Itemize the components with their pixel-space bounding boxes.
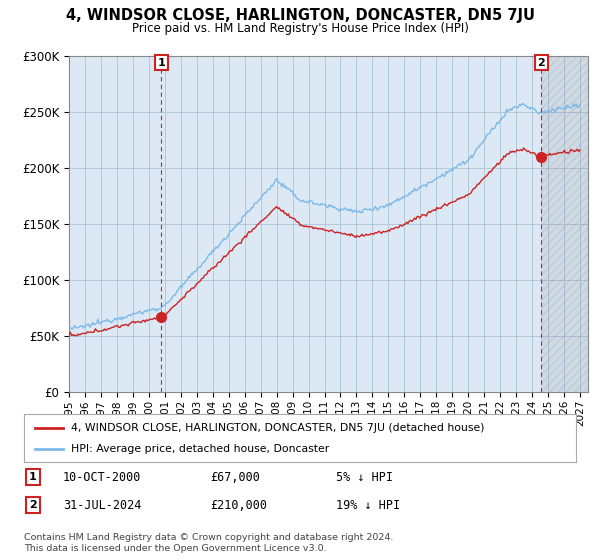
Text: HPI: Average price, detached house, Doncaster: HPI: Average price, detached house, Donc… bbox=[71, 444, 329, 454]
Text: Contains HM Land Registry data © Crown copyright and database right 2024.
This d: Contains HM Land Registry data © Crown c… bbox=[24, 533, 394, 553]
Text: 1: 1 bbox=[29, 472, 37, 482]
Text: 5% ↓ HPI: 5% ↓ HPI bbox=[336, 470, 393, 484]
Text: Price paid vs. HM Land Registry's House Price Index (HPI): Price paid vs. HM Land Registry's House … bbox=[131, 22, 469, 35]
Text: 2: 2 bbox=[538, 58, 545, 68]
Text: 4, WINDSOR CLOSE, HARLINGTON, DONCASTER, DN5 7JU: 4, WINDSOR CLOSE, HARLINGTON, DONCASTER,… bbox=[65, 8, 535, 24]
Text: £210,000: £210,000 bbox=[210, 498, 267, 512]
Text: 4, WINDSOR CLOSE, HARLINGTON, DONCASTER, DN5 7JU (detached house): 4, WINDSOR CLOSE, HARLINGTON, DONCASTER,… bbox=[71, 423, 484, 433]
Text: 31-JUL-2024: 31-JUL-2024 bbox=[63, 498, 142, 512]
Bar bbox=[541, 56, 588, 392]
Text: 19% ↓ HPI: 19% ↓ HPI bbox=[336, 498, 400, 512]
Text: 10-OCT-2000: 10-OCT-2000 bbox=[63, 470, 142, 484]
Text: 2: 2 bbox=[29, 500, 37, 510]
Text: £67,000: £67,000 bbox=[210, 470, 260, 484]
Text: 1: 1 bbox=[157, 58, 165, 68]
